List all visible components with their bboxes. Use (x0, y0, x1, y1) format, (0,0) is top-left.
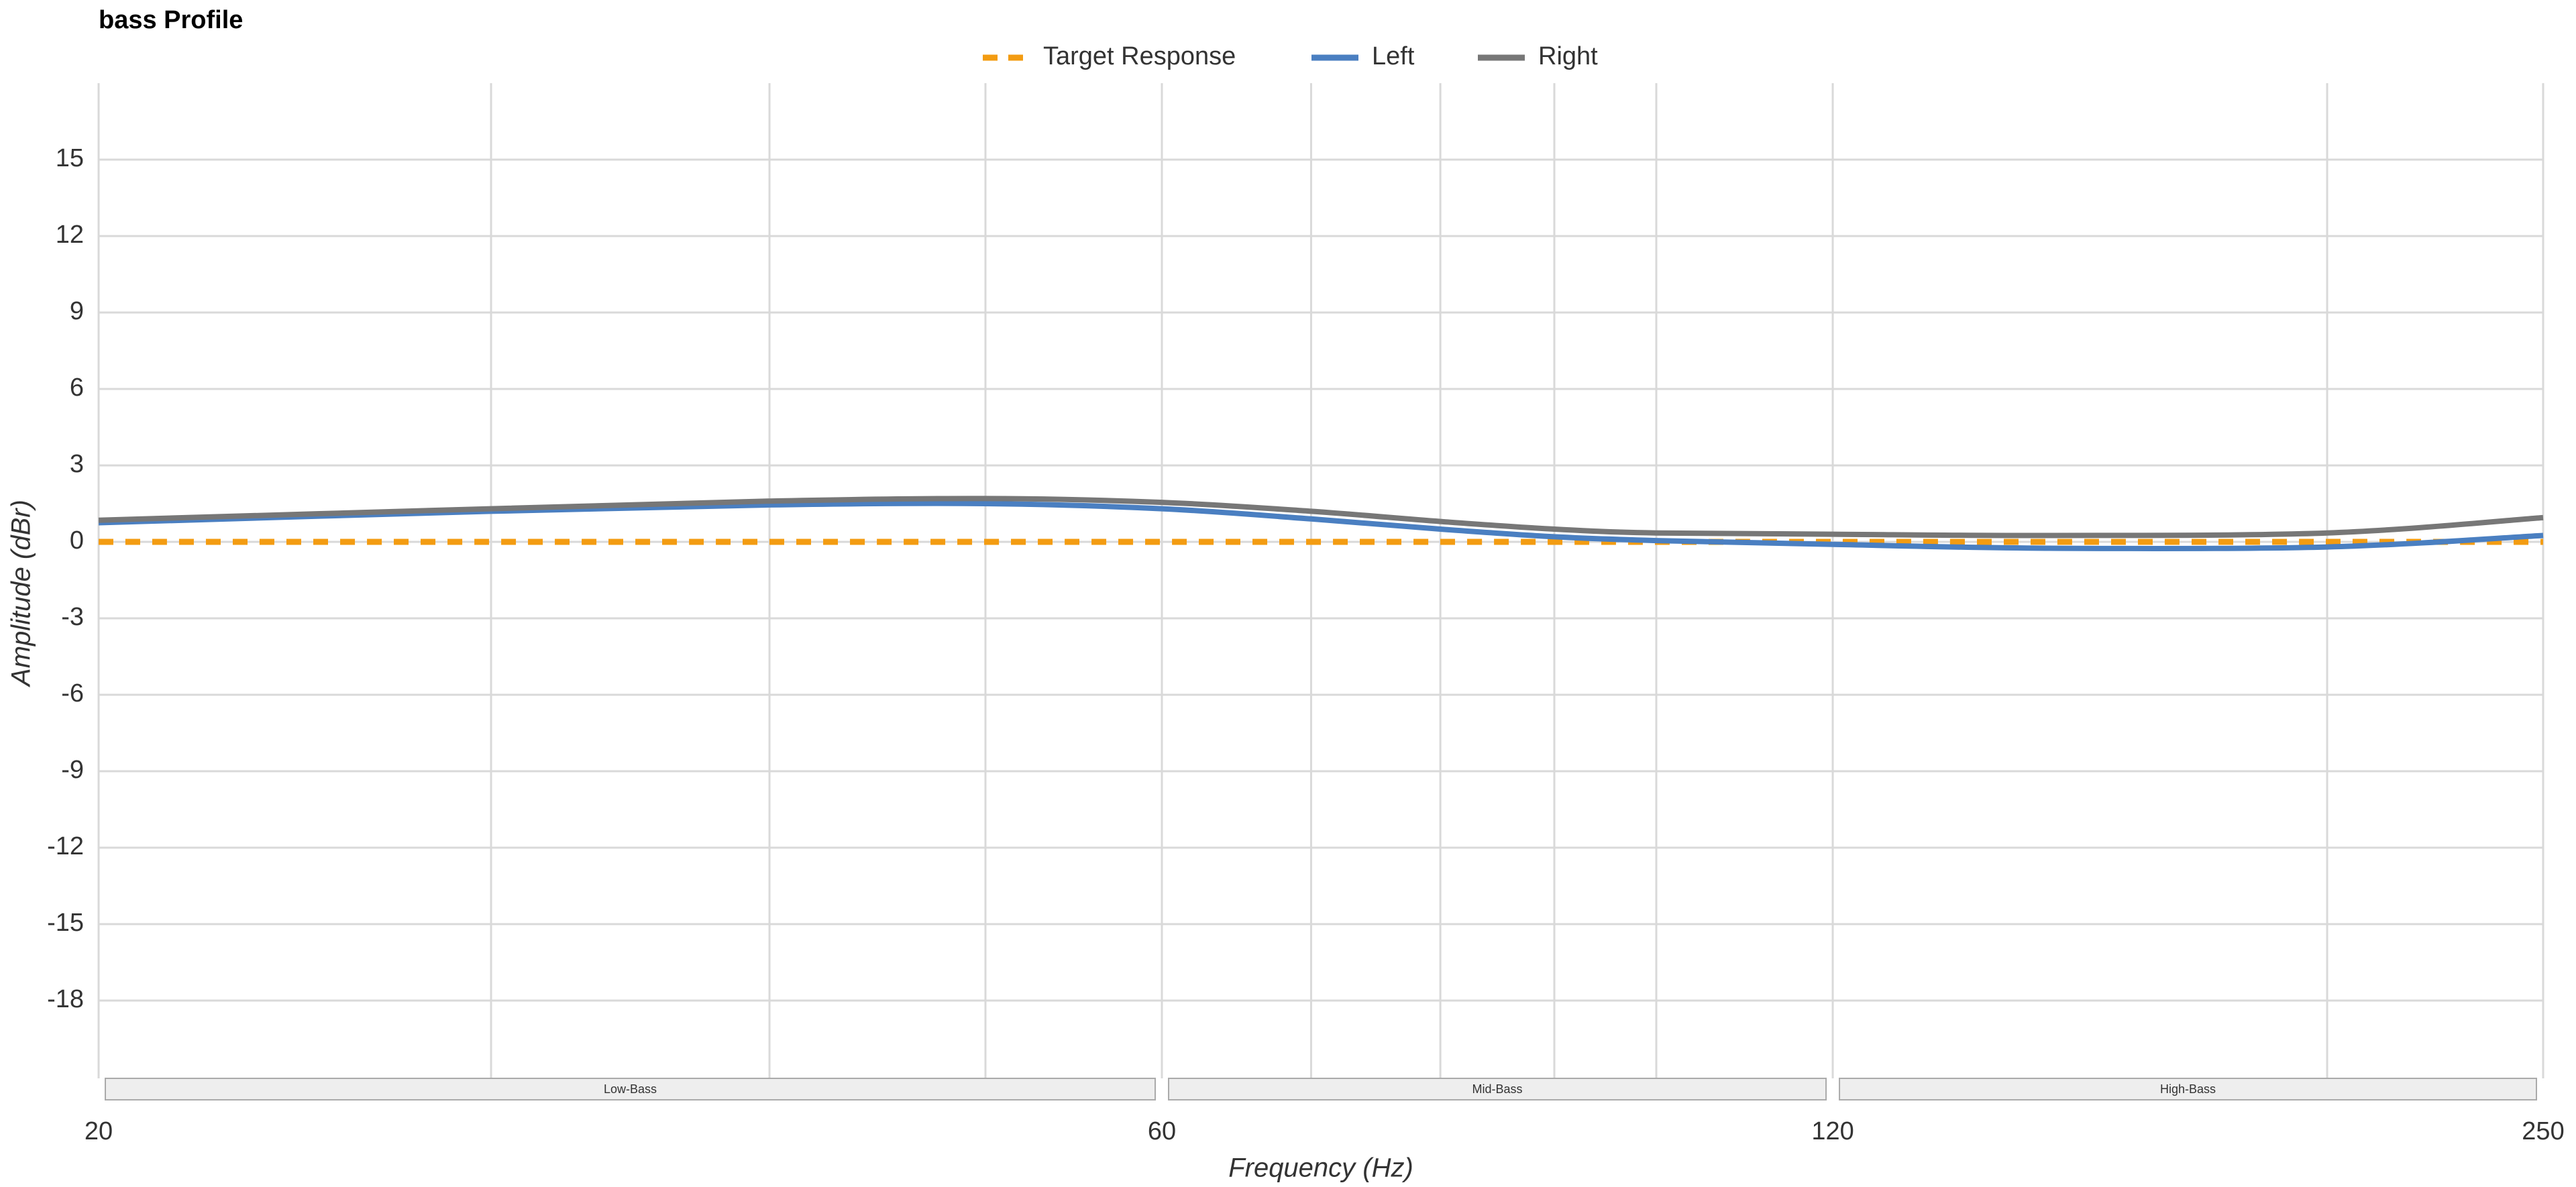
x-tick-label: 20 (85, 1117, 113, 1145)
band-label: Mid-Bass (1472, 1082, 1523, 1096)
y-axis-title: Amplitude (dBr) (7, 500, 36, 687)
x-tick-label: 250 (2522, 1117, 2564, 1145)
x-tick-label: 120 (1811, 1117, 1854, 1145)
y-tick-label: 6 (70, 374, 84, 402)
y-tick-label: 9 (70, 297, 84, 325)
y-tick-label: -3 (61, 603, 84, 631)
band-box (1839, 1078, 2537, 1100)
band-label: High-Bass (2160, 1082, 2216, 1096)
y-tick-label: 3 (70, 450, 84, 478)
legend-label: Left (1372, 42, 1415, 70)
x-tick-label: 60 (1148, 1117, 1176, 1145)
y-tick-label: 12 (56, 221, 84, 249)
legend-label: Target Response (1043, 42, 1236, 70)
chart-title: bass Profile (99, 6, 243, 34)
legend-label: Right (1538, 42, 1598, 70)
x-axis-title: Frequency (Hz) (1228, 1153, 1413, 1183)
series-line (98, 496, 2544, 539)
band-label: Low-Bass (604, 1082, 657, 1096)
y-tick-label: 0 (70, 526, 84, 555)
y-tick-label: -9 (61, 756, 84, 784)
y-tick-label: -6 (61, 679, 84, 708)
band-box (105, 1078, 1157, 1100)
series-line (98, 500, 2544, 552)
band-box (1168, 1078, 1827, 1100)
y-tick-label: -12 (47, 832, 84, 860)
y-tick-label: 15 (56, 144, 84, 172)
y-tick-label: -15 (47, 909, 84, 937)
y-tick-label: -18 (47, 985, 84, 1013)
